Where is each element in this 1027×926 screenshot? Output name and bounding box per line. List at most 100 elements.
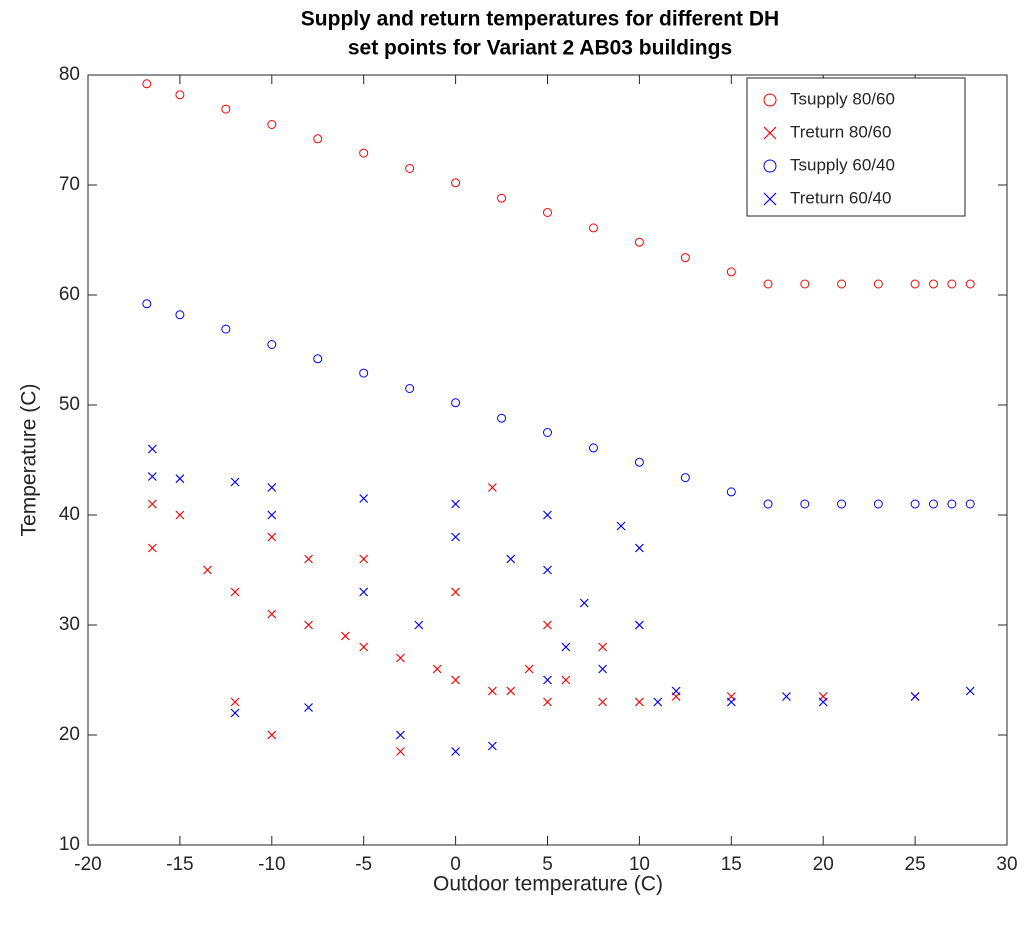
point — [304, 620, 313, 630]
point — [359, 148, 369, 158]
point — [965, 279, 975, 289]
point — [267, 483, 277, 492]
point — [203, 565, 212, 575]
point — [800, 499, 810, 509]
x-tick-label: 15 — [721, 854, 742, 875]
point — [497, 413, 507, 423]
legend-label: Treturn 60/40 — [790, 188, 891, 207]
point — [267, 609, 277, 619]
point — [910, 499, 920, 509]
point — [928, 279, 938, 289]
point — [653, 697, 663, 707]
x-tick-label: -20 — [74, 854, 101, 875]
point — [175, 310, 185, 320]
point — [763, 499, 773, 509]
point — [634, 543, 644, 553]
point — [818, 697, 828, 707]
chart-title: Supply and return temperatures for diffe… — [301, 8, 779, 31]
point — [910, 692, 920, 701]
point — [928, 499, 938, 509]
x-tick-label: 0 — [450, 854, 461, 875]
point — [359, 642, 369, 652]
x-tick-label: 5 — [542, 854, 553, 875]
point — [359, 494, 369, 503]
point — [524, 664, 534, 674]
point — [267, 120, 277, 129]
point — [680, 253, 690, 263]
point — [359, 368, 369, 378]
point — [487, 483, 497, 492]
point — [634, 620, 644, 630]
point — [837, 499, 847, 509]
point — [304, 703, 313, 712]
point — [230, 708, 240, 718]
point — [147, 543, 157, 553]
legend-marker — [763, 93, 777, 107]
point — [497, 193, 507, 203]
point — [142, 79, 152, 89]
point — [782, 692, 791, 701]
point — [543, 620, 552, 630]
point — [396, 747, 405, 756]
y-tick-label: 40 — [59, 504, 80, 525]
point — [634, 457, 644, 467]
point — [671, 686, 681, 696]
point — [230, 697, 240, 707]
point — [142, 299, 152, 309]
point — [726, 487, 736, 497]
point — [561, 675, 571, 685]
y-tick-label: 30 — [59, 614, 80, 635]
legend-marker — [763, 192, 777, 206]
point — [543, 428, 552, 437]
point — [405, 384, 415, 393]
point — [561, 642, 571, 652]
x-tick-label: -5 — [355, 854, 372, 875]
y-tick-label: 80 — [59, 64, 80, 85]
point — [616, 521, 626, 531]
point — [147, 444, 157, 454]
point — [543, 510, 552, 520]
point — [543, 697, 552, 707]
point — [313, 354, 323, 364]
point — [588, 443, 598, 453]
x-tick-label: 25 — [905, 854, 926, 875]
point — [506, 554, 516, 564]
x-axis-label: Outdoor temperature (C) — [433, 873, 663, 896]
x-tick-label: -15 — [166, 854, 193, 875]
legend-label: Tsupply 80/60 — [790, 89, 895, 108]
point — [147, 499, 157, 509]
point — [175, 90, 185, 100]
y-tick-label: 70 — [59, 174, 80, 195]
x-tick-label: 10 — [629, 854, 650, 875]
point — [910, 279, 920, 289]
series — [147, 483, 920, 756]
point — [487, 741, 497, 751]
point — [634, 697, 644, 707]
point — [432, 664, 442, 674]
point — [396, 653, 405, 663]
point — [267, 730, 277, 740]
point — [873, 279, 883, 289]
point — [487, 686, 497, 696]
point — [598, 642, 608, 652]
point — [230, 477, 240, 487]
point — [451, 178, 461, 188]
chart-title: set points for Variant 2 AB03 buildings — [348, 37, 732, 60]
point — [267, 510, 277, 520]
legend-marker — [763, 126, 777, 140]
point — [414, 620, 424, 630]
point — [451, 675, 461, 685]
point — [634, 237, 644, 247]
point — [221, 324, 231, 334]
point — [340, 631, 350, 641]
point — [396, 730, 405, 740]
point — [451, 499, 461, 509]
x-tick-label: 30 — [996, 854, 1017, 875]
point — [147, 472, 157, 481]
point — [304, 554, 313, 564]
y-tick-label: 50 — [59, 394, 80, 415]
point — [680, 473, 690, 483]
series — [142, 299, 975, 509]
point — [221, 104, 231, 114]
